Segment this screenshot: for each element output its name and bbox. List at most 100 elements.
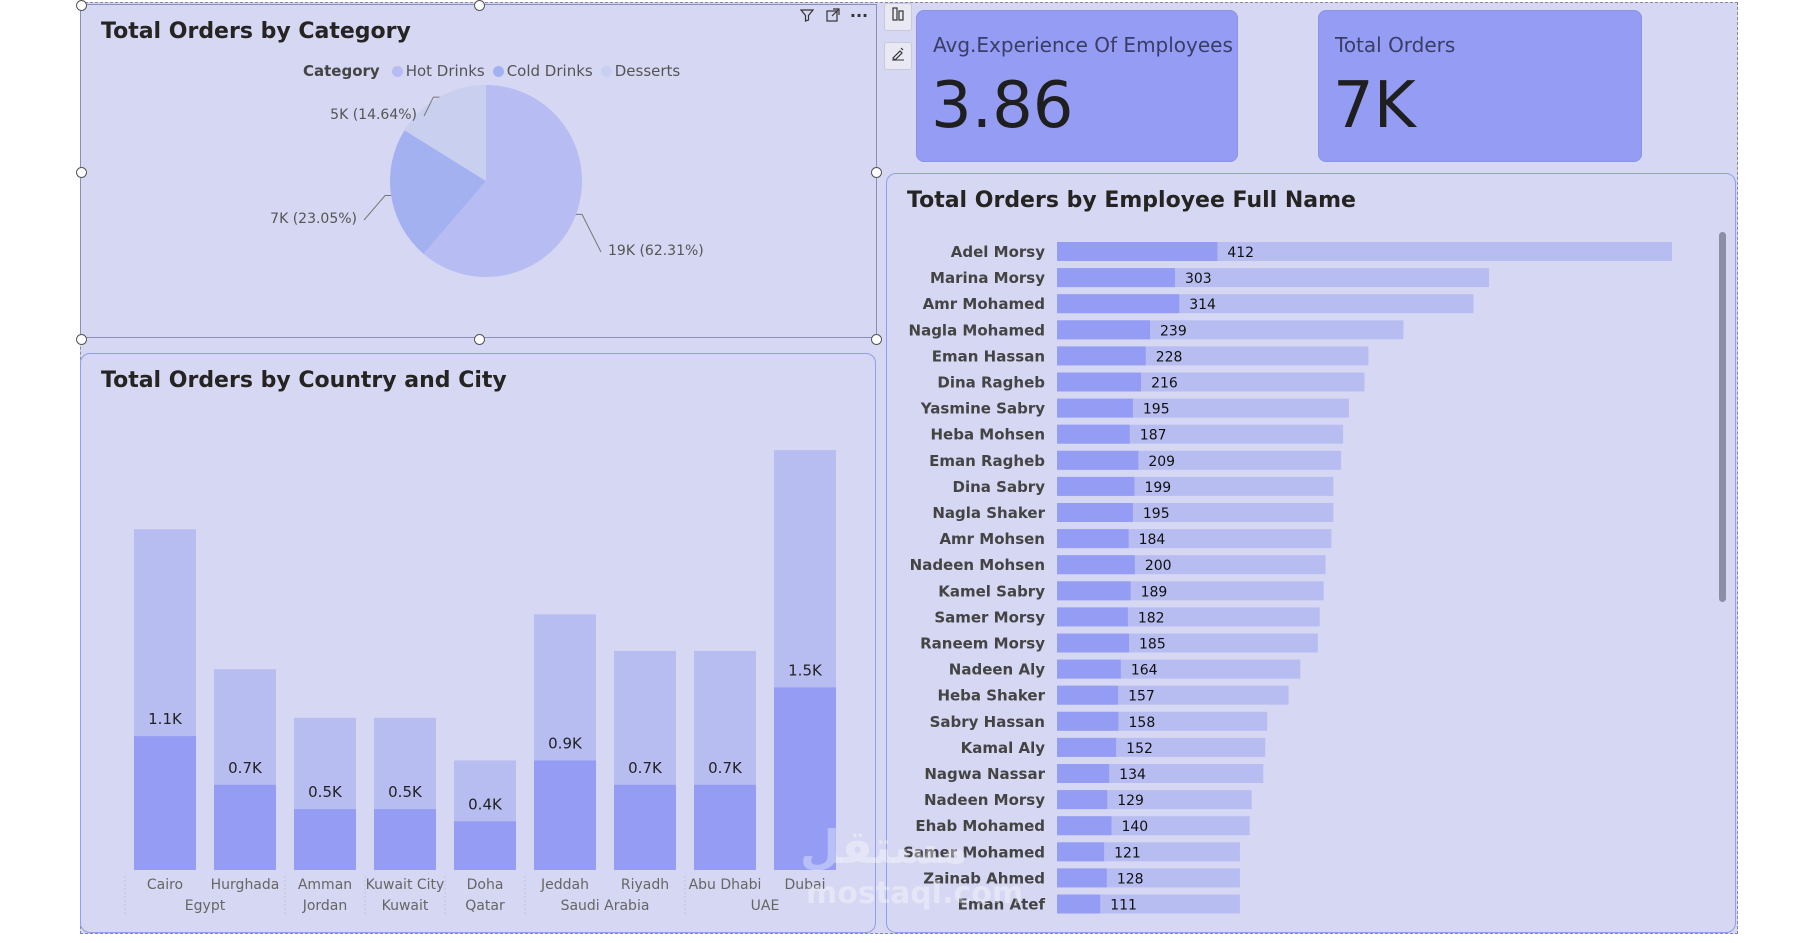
bar-highlight[interactable] — [1057, 268, 1175, 288]
pie-data-label: 5K (14.64%) — [330, 107, 417, 123]
legend-item-desserts[interactable]: Desserts — [600, 62, 680, 80]
watermark-latin: mostaql.com — [806, 876, 1024, 911]
y-axis-category-label: Samer Morsy — [934, 608, 1045, 626]
y-axis-category-label: Eman Hassan — [932, 347, 1045, 365]
bar-highlight[interactable] — [1057, 476, 1135, 496]
city-chart-title: Total Orders by Country and City — [101, 368, 507, 393]
bar-highlight[interactable] — [1057, 581, 1131, 601]
bar-highlight[interactable] — [1057, 737, 1117, 757]
bar-highlight[interactable] — [1057, 555, 1135, 575]
bar-highlight[interactable] — [1057, 398, 1133, 418]
resize-handle[interactable] — [474, 0, 485, 11]
employee-bar-visual[interactable]: Total Orders by Employee Full Name Adel … — [886, 173, 1736, 933]
y-axis-category-label: Nagla Mohamed — [909, 321, 1045, 339]
bar-highlight[interactable] — [1057, 842, 1105, 862]
bar-data-label: 216 — [1151, 376, 1178, 392]
y-axis-category-label: Marina Morsy — [930, 269, 1045, 287]
column-bar-highlight[interactable] — [454, 821, 516, 870]
column-bar-highlight[interactable] — [614, 784, 676, 870]
resize-handle[interactable] — [474, 334, 485, 345]
x-axis-tick-label: Amman — [298, 877, 352, 893]
bar-highlight[interactable] — [1057, 868, 1107, 888]
more-options-icon[interactable]: ··· — [849, 6, 869, 25]
y-axis-category-label: Eman Ragheb — [929, 452, 1045, 470]
resize-handle[interactable] — [76, 167, 87, 178]
bar-highlight[interactable] — [1057, 685, 1119, 705]
column-bar-highlight[interactable] — [214, 784, 276, 870]
x-axis-group-label: Jordan — [302, 898, 348, 914]
pie-slice[interactable] — [423, 85, 582, 277]
column-bar-highlight[interactable] — [774, 687, 836, 870]
bar-highlight[interactable] — [1057, 242, 1218, 261]
employee-bar-chart[interactable]: Adel Morsy 412 Marina Morsy 303 Amr Mohamed 3… — [887, 174, 1737, 934]
column-bar-highlight[interactable] — [694, 784, 756, 870]
column-bar-highlight[interactable] — [134, 736, 196, 870]
analytics-icon[interactable] — [884, 42, 912, 70]
pie-slice[interactable] — [404, 85, 486, 181]
bar-data-label: 195 — [1143, 506, 1170, 522]
filter-icon[interactable] — [796, 7, 818, 29]
bar-data-label: 303 — [1185, 271, 1212, 287]
bar-highlight[interactable] — [1057, 346, 1146, 366]
y-axis-category-label: Amr Mohamed — [923, 295, 1045, 313]
x-axis-tick-label: Cairo — [147, 877, 183, 893]
pie-chart[interactable]: 19K (62.31%) 7K (23.05%) 5K (14.64%) — [81, 5, 878, 339]
bar-highlight[interactable] — [1057, 894, 1101, 914]
y-axis-category-label: Nagla Shaker — [932, 504, 1045, 522]
resize-handle[interactable] — [871, 334, 882, 345]
kpi-card-total-orders[interactable]: Total Orders 7K — [1318, 10, 1642, 162]
bar-highlight[interactable] — [1057, 424, 1130, 444]
x-axis-tick-label: Abu Dhabi — [689, 877, 762, 893]
column-bar-highlight[interactable] — [374, 809, 436, 870]
bar-highlight[interactable] — [1057, 607, 1128, 627]
bar-data-label: 199 — [1144, 480, 1171, 496]
pie-slice[interactable] — [390, 130, 486, 254]
bar-highlight[interactable] — [1057, 294, 1180, 314]
category-legend: Category Hot Drinks Cold Drinks Desserts — [303, 62, 680, 80]
y-axis-category-label: Zainab Ahmed — [923, 869, 1045, 887]
y-axis-category-label: Kamal Aly — [961, 739, 1046, 757]
column-bar-highlight[interactable] — [294, 809, 356, 870]
category-pie-visual[interactable]: Total Orders by Category Category Hot Dr… — [76, 0, 882, 345]
bar-highlight[interactable] — [1057, 816, 1112, 836]
city-bar-chart[interactable]: 1.1K Cairo 0.7K Hurghada 0.5K Amman 0.5K Kuwait… — [81, 354, 877, 934]
bar-highlight[interactable] — [1057, 764, 1110, 783]
bar-data-label: 314 — [1189, 297, 1216, 313]
bar-highlight[interactable] — [1057, 450, 1139, 470]
column-bar-highlight[interactable] — [534, 760, 596, 870]
bar-data-label: 111 — [1110, 898, 1137, 914]
resize-handle[interactable] — [76, 334, 87, 345]
column-data-label: 0.4K — [468, 795, 503, 813]
format-painter-icon[interactable] — [884, 3, 912, 31]
bar-highlight[interactable] — [1057, 320, 1151, 340]
bar[interactable] — [1057, 894, 1240, 914]
bar-highlight[interactable] — [1057, 659, 1121, 679]
bar-highlight[interactable] — [1057, 633, 1130, 653]
bar-highlight[interactable] — [1057, 503, 1133, 522]
city-bar-visual[interactable]: Total Orders by Country and City 1.1K Cai… — [80, 353, 876, 933]
kpi-card-avg-experience[interactable]: Avg.Experience Of Employees 3.86 — [916, 10, 1238, 162]
resize-handle[interactable] — [871, 167, 882, 178]
y-axis-category-label: Nadeen Mohsen — [910, 556, 1045, 574]
bar-data-label: 164 — [1131, 663, 1158, 679]
resize-handle[interactable] — [76, 0, 87, 11]
bar-data-label: 228 — [1156, 349, 1183, 365]
bar-highlight[interactable] — [1057, 790, 1108, 810]
legend-title: Category — [303, 62, 380, 80]
kpi-label: Avg.Experience Of Employees — [933, 33, 1233, 57]
bar-data-label: 239 — [1160, 323, 1187, 339]
y-axis-category-label: Nadeen Aly — [949, 661, 1045, 679]
bar-highlight[interactable] — [1057, 711, 1119, 731]
bar-highlight[interactable] — [1057, 529, 1129, 549]
bar-data-label: 140 — [1121, 819, 1148, 835]
vertical-scrollbar[interactable] — [1719, 232, 1726, 602]
legend-item-cold-drinks[interactable]: Cold Drinks — [492, 62, 593, 80]
category-chart-title: Total Orders by Category — [101, 19, 411, 44]
x-axis-group-label: Saudi Arabia — [561, 898, 650, 914]
bar-highlight[interactable] — [1057, 372, 1142, 392]
focus-mode-icon[interactable] — [822, 7, 844, 29]
y-axis-category-label: Nadeen Morsy — [924, 791, 1045, 809]
bar-data-label: 189 — [1141, 584, 1168, 600]
legend-item-hot-drinks[interactable]: Hot Drinks — [391, 62, 485, 80]
bar-data-label: 184 — [1139, 532, 1166, 548]
